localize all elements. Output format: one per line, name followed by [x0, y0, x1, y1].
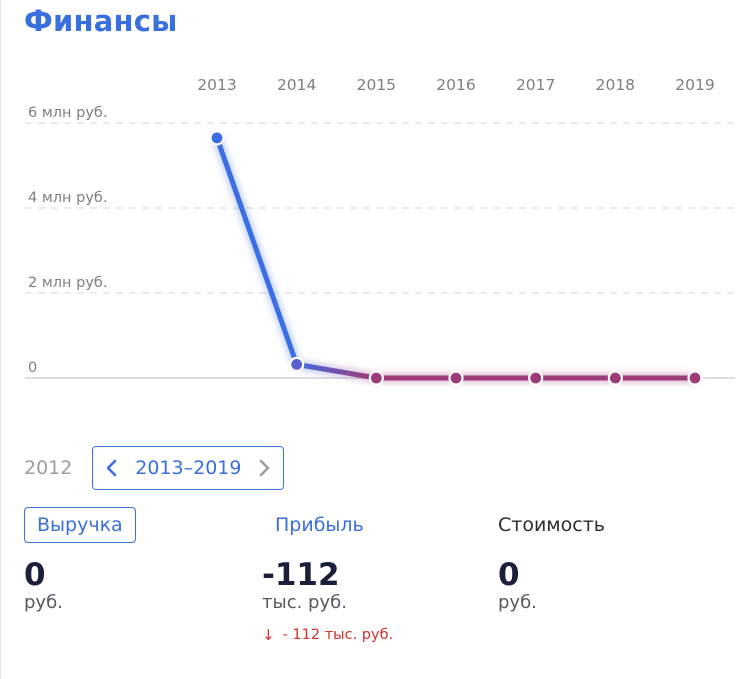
- y-tick-label: 4 млн руб.: [28, 190, 107, 206]
- chevron-left-icon[interactable]: [101, 457, 123, 479]
- cost-unit: руб.: [498, 592, 537, 613]
- x-tick-label: 2013: [197, 76, 236, 94]
- finance-line-chart: 6 млн руб. 4 млн руб. 2 млн руб. 0 2013 2014…: [25, 76, 735, 386]
- x-tick-label: 2017: [516, 76, 555, 94]
- metric-revenue: Выручка 0 руб.: [24, 507, 136, 614]
- data-point[interactable]: [368, 370, 384, 386]
- previous-year-label[interactable]: 2012: [24, 457, 73, 479]
- chevron-right-icon[interactable]: [253, 457, 275, 479]
- y-tick-label: 0: [28, 360, 37, 376]
- data-point[interactable]: [528, 370, 544, 386]
- x-tick-label: 2015: [357, 76, 396, 94]
- arrow-down-icon: ↓: [262, 626, 275, 644]
- period-range-box: 2013–2019: [92, 446, 285, 490]
- profit-unit: тыс. руб.: [262, 592, 347, 613]
- tab-revenue[interactable]: Выручка: [24, 507, 136, 543]
- page-title: Финансы: [24, 4, 178, 38]
- y-tick-label: 2 млн руб.: [28, 275, 107, 291]
- x-tick-label: 2018: [596, 76, 635, 94]
- revenue-unit: руб.: [24, 592, 63, 613]
- cost-value: 0: [498, 557, 520, 593]
- x-tick-label: 2014: [277, 76, 316, 94]
- tab-profit[interactable]: Прибыль: [275, 514, 364, 536]
- x-tick-label: 2019: [675, 76, 714, 94]
- data-point[interactable]: [289, 356, 305, 372]
- data-point[interactable]: [607, 370, 623, 386]
- profit-value: -112: [262, 557, 340, 593]
- metric-value-cost: Стоимость 0 руб.: [498, 507, 605, 614]
- profit-change: ↓ - 112 тыс. руб.: [262, 626, 393, 644]
- data-point[interactable]: [448, 370, 464, 386]
- metric-profit: Прибыль -112 тыс. руб. ↓ - 112 тыс. руб.: [262, 507, 393, 644]
- revenue-value: 0: [24, 557, 46, 593]
- period-selector: 2012 2013–2019: [24, 445, 285, 491]
- y-tick-label: 6 млн руб.: [28, 105, 107, 121]
- tab-cost[interactable]: Стоимость: [498, 514, 605, 536]
- period-range-label: 2013–2019: [135, 457, 242, 479]
- series-line: [214, 135, 698, 381]
- profit-change-value: - 112 тыс. руб.: [282, 627, 394, 643]
- data-point[interactable]: [687, 370, 703, 386]
- x-tick-label: 2016: [436, 76, 475, 94]
- data-point[interactable]: [209, 130, 225, 146]
